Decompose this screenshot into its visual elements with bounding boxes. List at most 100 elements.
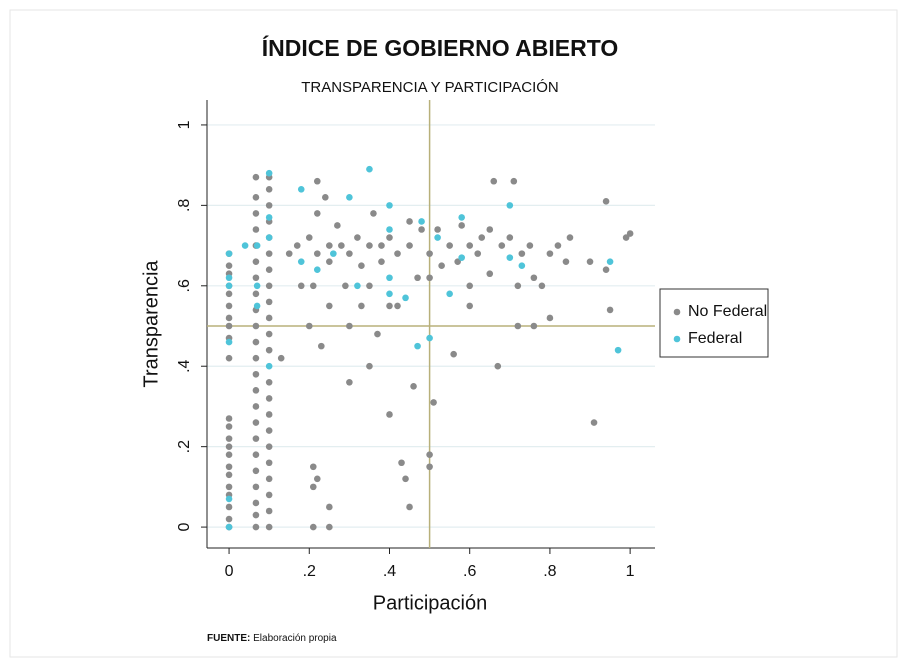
scatter-point: [510, 177, 518, 185]
source-note: FUENTE: Elaboración propia: [207, 633, 337, 644]
scatter-point: [225, 354, 233, 362]
scatter-point: [346, 322, 353, 330]
scatter-point: [614, 346, 622, 354]
scatter-point: [402, 294, 409, 302]
scatter-point: [326, 503, 333, 511]
scatter-point: [546, 250, 554, 257]
scatter-point: [450, 350, 457, 358]
scatter-point: [225, 415, 233, 422]
scatter-point: [566, 234, 574, 241]
scatter-point: [414, 342, 421, 350]
scatter-point: [313, 210, 321, 217]
scatter-point: [366, 282, 373, 290]
page-frame: [9, 9, 898, 658]
scatter-point: [309, 523, 317, 531]
scatter-point: [526, 242, 534, 249]
legend-box: [659, 288, 769, 358]
scatter-point: [265, 314, 273, 322]
scatter-point: [426, 451, 433, 459]
scatter-point: [225, 274, 233, 282]
scatter-point: [406, 218, 413, 225]
scatter-point: [265, 523, 273, 531]
scatter-point: [370, 210, 377, 217]
scatter-point: [326, 242, 333, 249]
scatter-point: [334, 222, 341, 229]
scatter-point: [330, 250, 337, 257]
scatter-point: [318, 342, 325, 350]
scatter-point: [225, 443, 233, 450]
source-text: Elaboración propia: [253, 633, 337, 644]
scatter-point: [446, 242, 453, 249]
scatter-point: [252, 499, 260, 507]
y-tick-label: .8: [176, 199, 193, 212]
scatter-point: [309, 483, 317, 491]
x-tick-label: 1: [626, 563, 635, 580]
scatter-point: [225, 503, 233, 511]
scatter-point: [225, 495, 233, 503]
scatter-point: [265, 234, 273, 241]
scatter-point: [622, 234, 630, 241]
scatter-point: [562, 258, 570, 265]
scatter-point: [225, 523, 233, 531]
scatter-point: [486, 226, 494, 233]
scatter-point: [305, 234, 313, 241]
scatter-point: [606, 258, 614, 265]
scatter-point: [265, 362, 273, 370]
scatter-point: [225, 314, 233, 322]
scatter-point: [252, 274, 260, 282]
scatter-point: [538, 282, 546, 290]
scatter-point: [358, 262, 365, 269]
scatter-point: [494, 362, 502, 370]
scatter-point: [426, 250, 433, 257]
scatter-point: [265, 282, 273, 290]
scatter-point: [252, 194, 260, 201]
scatter-point: [378, 258, 385, 265]
scatter-point: [486, 270, 494, 278]
scatter-point: [265, 491, 273, 499]
scatter-point: [305, 322, 313, 330]
scatter-point: [225, 471, 233, 479]
scatter-point: [430, 399, 437, 406]
x-tick-label: 0: [225, 563, 234, 580]
scatter-point: [297, 258, 305, 265]
scatter-point: [326, 302, 333, 310]
scatter-point: [358, 302, 365, 310]
scatter-point: [252, 370, 260, 378]
scatter-point: [458, 254, 465, 261]
scatter-point: [546, 314, 554, 322]
source-label: FUENTE:: [207, 633, 250, 644]
scatter-point: [277, 354, 285, 362]
scatter-point: [366, 242, 373, 249]
scatter-point: [338, 242, 345, 249]
scatter-point: [265, 185, 273, 193]
scatter-point: [366, 362, 373, 370]
scatter-point: [346, 250, 353, 257]
scatter-point: [265, 298, 273, 306]
scatter-point: [252, 467, 260, 475]
scatter-point: [225, 338, 233, 346]
scatter-point: [225, 483, 233, 491]
scatter-point: [265, 266, 273, 274]
scatter-point: [313, 266, 321, 274]
scatter-point: [265, 443, 273, 450]
scatter-point: [374, 330, 381, 338]
scatter-point: [253, 282, 261, 290]
scatter-point: [297, 185, 305, 193]
y-tick-label: .4: [176, 359, 193, 372]
scatter-point: [386, 234, 393, 241]
scatter-point: [478, 234, 486, 241]
y-tick-label: .2: [176, 440, 193, 453]
scatter-point: [265, 427, 273, 434]
scatter-point: [354, 234, 361, 241]
scatter-point: [514, 282, 522, 290]
scatter-point: [378, 242, 385, 249]
scatter-point: [498, 242, 506, 249]
legend-marker: [673, 335, 681, 343]
scatter-point: [252, 387, 260, 394]
scatter-point: [265, 459, 273, 467]
scatter-point: [252, 511, 260, 519]
scatter-point: [406, 242, 413, 249]
scatter-point: [342, 282, 349, 290]
scatter-point: [265, 411, 273, 418]
